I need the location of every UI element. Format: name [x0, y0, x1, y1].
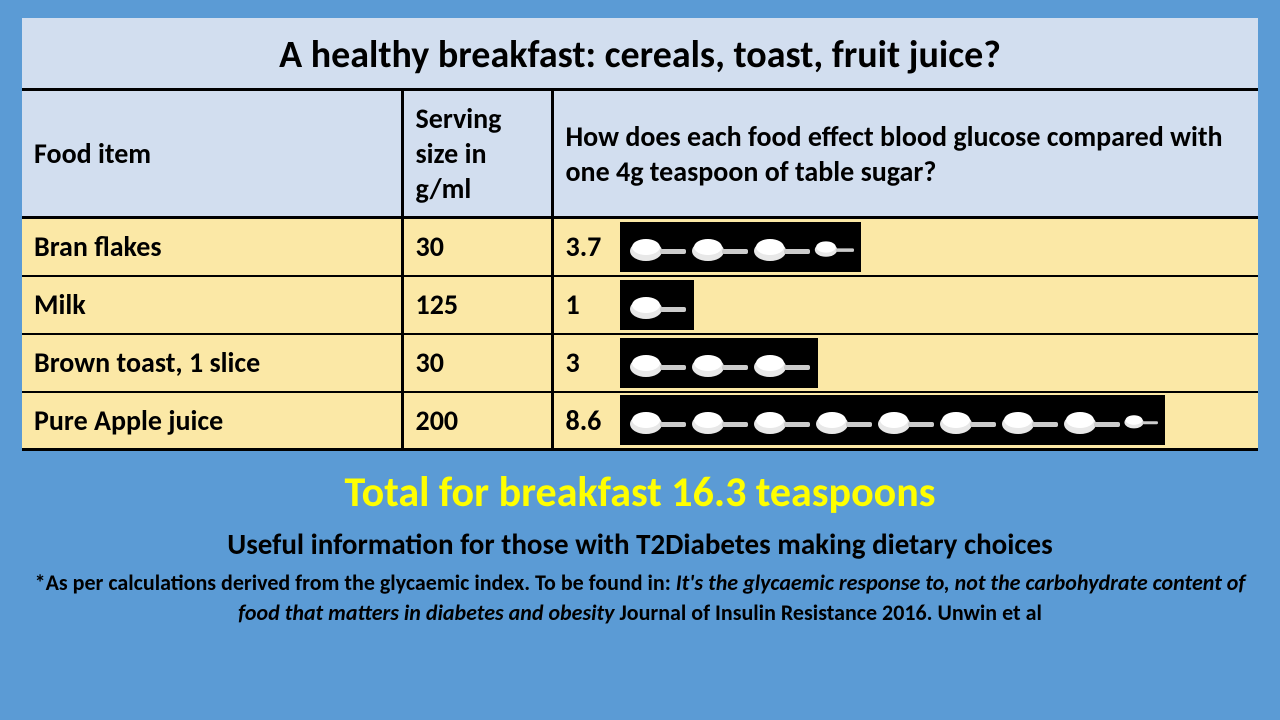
spoon-icon [626, 400, 688, 440]
cell-effect: 3.7 [552, 218, 1258, 276]
spoon-icon [750, 400, 812, 440]
cell-size: 30 [402, 218, 552, 276]
spoon-icon [874, 400, 936, 440]
spoon-icon [998, 400, 1060, 440]
spoon-icon [626, 227, 688, 267]
cell-food: Brown toast, 1 slice [22, 334, 402, 392]
spoon-icon [750, 343, 812, 383]
spoon-icon [688, 343, 750, 383]
col-header-size: Serving size in g/ml [402, 91, 552, 218]
spoon-icon [750, 227, 812, 267]
spoon-icon [1122, 400, 1159, 440]
subtitle-line: Useful information for those with T2Diab… [22, 526, 1258, 562]
spoon-strip [620, 222, 861, 272]
footnote: *As per calculations derived from the gl… [22, 568, 1258, 627]
col-header-food: Food item [22, 91, 402, 218]
cell-food: Bran flakes [22, 218, 402, 276]
spoon-icon [626, 285, 688, 325]
cell-effect: 1 [552, 276, 1258, 334]
footnote-prefix: *As per calculations derived from the gl… [35, 569, 676, 596]
teaspoon-value: 3 [566, 345, 620, 380]
footnote-suffix: Journal of Insulin Resistance 2016. Unwi… [615, 599, 1042, 626]
breakfast-table: Food item Serving size in g/ml How does … [22, 91, 1258, 451]
cell-size: 30 [402, 334, 552, 392]
cell-effect: 3 [552, 334, 1258, 392]
spoon-strip [620, 280, 694, 330]
cell-food: Milk [22, 276, 402, 334]
spoon-strip [620, 338, 818, 388]
spoon-icon [936, 400, 998, 440]
total-line: Total for breakfast 16.3 teaspoons [22, 467, 1258, 518]
col-header-effect: How does each food effect blood glucose … [552, 91, 1258, 218]
table-row: Pure Apple juice200 8.6 [22, 392, 1258, 450]
teaspoon-value: 1 [566, 287, 620, 322]
cell-effect: 8.6 [552, 392, 1258, 450]
spoon-icon [626, 343, 688, 383]
spoon-icon [812, 227, 855, 267]
cell-size: 125 [402, 276, 552, 334]
cell-food: Pure Apple juice [22, 392, 402, 450]
spoon-icon [812, 400, 874, 440]
cell-size: 200 [402, 392, 552, 450]
table-header-row: Food item Serving size in g/ml How does … [22, 91, 1258, 218]
teaspoon-value: 8.6 [566, 403, 620, 438]
teaspoon-value: 3.7 [566, 229, 620, 264]
spoon-icon [688, 400, 750, 440]
spoon-icon [688, 227, 750, 267]
page-title: A healthy breakfast: cereals, toast, fru… [22, 18, 1258, 91]
spoon-strip [620, 395, 1165, 445]
spoon-icon [1060, 400, 1122, 440]
table-row: Brown toast, 1 slice30 3 [22, 334, 1258, 392]
table-row: Milk125 1 [22, 276, 1258, 334]
table-row: Bran flakes30 3.7 [22, 218, 1258, 276]
